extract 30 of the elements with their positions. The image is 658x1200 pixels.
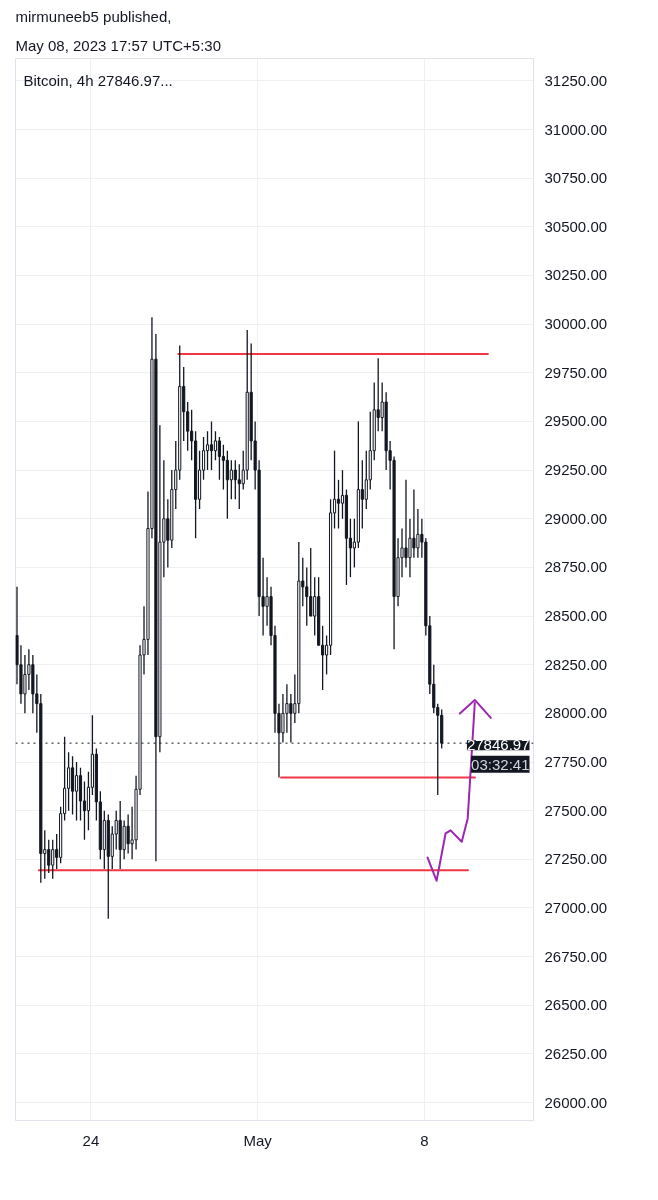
annotation: Bitcoin, 4h 27846.97...: [23, 71, 173, 89]
x-tick-label: May: [243, 1131, 273, 1149]
y-tick-label: 30250.00: [544, 266, 608, 284]
y-tick-label: 30500.00: [544, 217, 608, 235]
text: May 08, 2023 17:57 UTC+5:30: [15, 36, 222, 54]
y-tick-label: 30000.00: [544, 315, 608, 333]
y-tick-label: 31000.00: [544, 120, 608, 138]
y-tick-label: 28500.00: [544, 607, 608, 625]
y-tick-label: 28250.00: [544, 655, 608, 673]
y-tick-label: 27500.00: [544, 801, 608, 819]
y-tick-label: 30750.00: [544, 169, 608, 187]
y-tick-label: 27250.00: [544, 850, 608, 868]
x-tick-label: 24: [82, 1131, 100, 1149]
y-tick-label: 26500.00: [544, 996, 608, 1014]
y-tick-label: 26250.00: [544, 1044, 608, 1062]
y-tick-label: 29000.00: [544, 509, 608, 527]
y-tick-label: 28000.00: [544, 704, 608, 722]
annotation: 03:32:41: [471, 755, 530, 773]
ref-line-label: 27846.97: [466, 736, 530, 754]
y-tick-label: 26000.00: [544, 1093, 608, 1111]
y-tick-label: 29750.00: [544, 363, 608, 381]
y-tick-label: 28750.00: [544, 558, 608, 576]
y-tick-label: 26750.00: [544, 947, 608, 965]
y-tick-label: 31250.00: [544, 71, 608, 89]
x-tick-label: 8: [420, 1131, 429, 1149]
y-tick-label: 29250.00: [544, 461, 608, 479]
text: mirmuneeb5 published,: [15, 7, 172, 25]
y-tick-label: 27000.00: [544, 898, 608, 916]
y-tick-label: 29500.00: [544, 412, 608, 430]
y-tick-label: 27750.00: [544, 753, 608, 771]
